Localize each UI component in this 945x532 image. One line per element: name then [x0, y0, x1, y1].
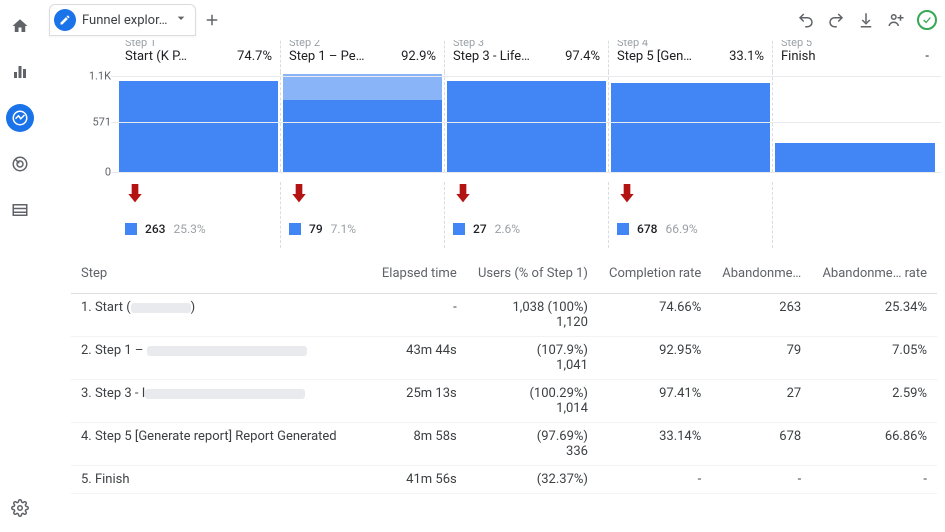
- y-axis-label: 1.1K: [89, 69, 111, 82]
- table-row: 2. Step 1 – 43m 44s(107.9%) 1,04192.95%7…: [71, 337, 937, 380]
- drop-pct: 2.6%: [495, 222, 520, 236]
- drop-count: 678: [637, 222, 657, 236]
- series-swatch: [453, 223, 465, 235]
- drop-count: 27: [473, 222, 487, 236]
- series-swatch: [289, 223, 301, 235]
- add-tab-button[interactable]: [196, 4, 228, 36]
- table-row: 1. Start ()-1,038 (100%) 1,12074.66%2632…: [71, 294, 937, 337]
- step-name: Finish: [781, 49, 816, 64]
- drop-count: 79: [309, 222, 323, 236]
- drop-pct: 25.3%: [173, 222, 205, 236]
- drop-pct: 7.1%: [331, 222, 356, 236]
- step-mini: Step 5: [781, 40, 929, 49]
- series-swatch: [125, 223, 137, 235]
- step-name: Step 3 - Life…: [453, 49, 530, 64]
- nav-admin-icon[interactable]: [6, 494, 34, 522]
- step-pct: 74.7%: [237, 49, 272, 64]
- share-button[interactable]: [887, 11, 905, 29]
- col-completion: Completion rate: [609, 266, 701, 281]
- pencil-icon: [54, 9, 76, 31]
- chevron-down-icon[interactable]: [173, 10, 189, 30]
- drop-arrow-icon: [125, 182, 272, 210]
- step-mini: Step 3: [453, 40, 600, 49]
- col-abandon-r: Abandonme… rate: [822, 266, 927, 281]
- table-row: 4. Step 5 [Generate report] Report Gener…: [71, 423, 937, 466]
- col-step: Step: [81, 266, 107, 281]
- col-elapsed: Elapsed time: [382, 266, 457, 281]
- step-mini: Step 2: [289, 40, 436, 49]
- tab-title: Funnel explor…: [82, 13, 167, 28]
- drop-count: 263: [145, 222, 165, 236]
- nav-explore-icon[interactable]: [6, 104, 34, 132]
- step-name: Step 1 – Pe…: [289, 49, 364, 64]
- nav-configure-icon[interactable]: [6, 196, 34, 224]
- col-users: Users (% of Step 1): [478, 266, 588, 281]
- step-name: Step 5 [Gen…: [617, 49, 692, 64]
- redo-button[interactable]: [827, 11, 845, 29]
- drop-arrow-icon: [617, 182, 764, 210]
- drop-pct: 66.9%: [665, 222, 697, 236]
- step-pct: 33.1%: [729, 49, 764, 64]
- series-swatch: [617, 223, 629, 235]
- nav-reports-icon[interactable]: [6, 58, 34, 86]
- step-mini: Step 4: [617, 40, 764, 49]
- drop-arrow-icon: [289, 182, 436, 210]
- drop-arrow-icon: [453, 182, 600, 210]
- step-pct: 92.9%: [401, 49, 436, 64]
- download-button[interactable]: [857, 11, 875, 29]
- funnel-table: Step Elapsed time Users (% of Step 1) Co…: [71, 258, 937, 494]
- undo-button[interactable]: [797, 11, 815, 29]
- step-pct: -: [925, 49, 929, 64]
- table-row: 5. Finish41m 56s(32.37%)---: [71, 466, 937, 494]
- col-abandon-n: Abandonme…: [722, 266, 801, 281]
- table-row: 3. Step 3 - I25m 13s(100.29%) 1,01497.41…: [71, 380, 937, 423]
- nav-home-icon[interactable]: [6, 12, 34, 40]
- nav-advertising-icon[interactable]: [6, 150, 34, 178]
- status-ok-icon: [917, 10, 937, 30]
- step-name: Start (K P…: [125, 49, 187, 64]
- y-axis-label: 571: [92, 115, 111, 128]
- step-pct: 97.4%: [565, 49, 600, 64]
- exploration-tab[interactable]: Funnel explor…: [49, 4, 196, 36]
- step-mini: Step 1: [125, 40, 272, 49]
